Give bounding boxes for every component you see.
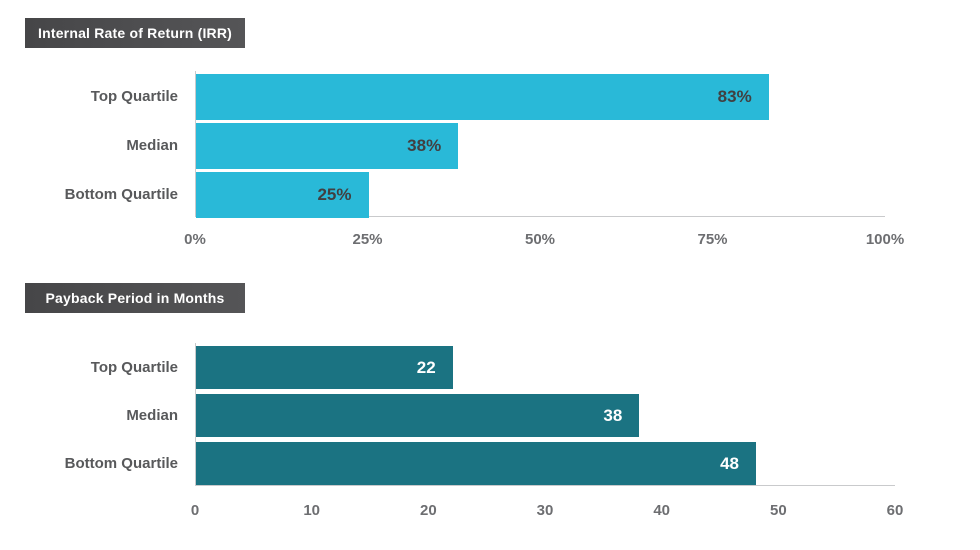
x-axis-tick: 50% — [524, 231, 556, 248]
category-label: Top Quartile — [90, 359, 178, 376]
x-axis-tick: 50 — [769, 502, 787, 519]
category-label: Median — [126, 407, 178, 424]
plot-area: 83% 38% 25% — [195, 71, 885, 218]
x-axis-ticks: 0% 25% 50% 75% 100% — [184, 231, 904, 251]
bar: 22 — [196, 346, 453, 389]
chart-title-badge: Internal Rate of Return (IRR) — [25, 18, 245, 48]
bar-value-label: 38 — [603, 405, 623, 425]
chart-title: Payback Period in Months — [45, 290, 225, 306]
x-axis-tick: 25% — [352, 231, 383, 248]
bar: 48 — [196, 442, 756, 485]
bar-value-label: 38% — [407, 136, 442, 155]
chart-title: Internal Rate of Return (IRR) — [37, 25, 233, 41]
x-axis-tick: 20 — [419, 502, 437, 519]
x-axis-tick: 40 — [653, 502, 670, 519]
x-axis-tick: 0% — [184, 231, 206, 248]
x-axis-tick: 30 — [536, 502, 554, 519]
bar: 38 — [196, 394, 640, 437]
x-axis-baseline — [195, 216, 885, 217]
chart-title-badge: Payback Period in Months — [25, 283, 245, 313]
bar-value-label: 22 — [416, 357, 436, 377]
bar: 25% — [196, 172, 369, 218]
plot-area: 22 38 48 — [195, 343, 895, 486]
category-label: Top Quartile — [90, 88, 178, 105]
category-label: Bottom Quartile — [64, 186, 178, 203]
x-axis-tick: 0 — [190, 502, 200, 519]
bar-value-label: 25% — [317, 185, 352, 204]
bar: 83% — [196, 74, 769, 120]
x-axis-baseline — [195, 485, 895, 486]
x-axis-tick: 100% — [865, 231, 905, 248]
x-axis-tick: 60 — [886, 502, 904, 519]
bar-value-label: 83% — [717, 87, 752, 106]
bar-value-label: 48 — [720, 453, 739, 473]
bar: 38% — [196, 123, 459, 169]
x-axis-ticks: 0 10 20 30 40 50 60 — [191, 502, 904, 522]
x-axis-tick: 10 — [303, 502, 320, 519]
x-axis-tick: 75% — [697, 231, 728, 248]
y-axis-line — [195, 343, 196, 486]
category-label: Bottom Quartile — [64, 455, 178, 472]
category-label: Median — [126, 137, 178, 154]
y-axis-line — [195, 71, 196, 217]
